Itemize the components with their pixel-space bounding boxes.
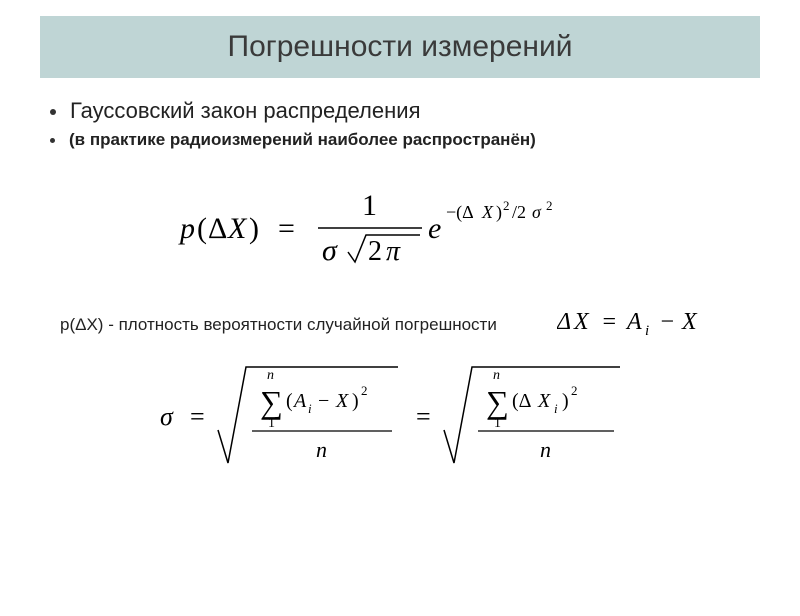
svg-text:/2: /2 [512,202,526,222]
svg-text:n: n [493,368,500,383]
bullet-text-1: Гауссовский закон распределения [70,98,421,124]
svg-text:i: i [308,401,312,416]
svg-text:i: i [645,323,649,339]
svg-text:∑: ∑ [260,384,283,420]
svg-text:σ: σ [322,234,338,267]
sigma-svg: σ = n ∑ n 1 ( A i − X ) 2 = [150,355,650,475]
svg-text:X: X [681,309,698,335]
svg-text:1: 1 [268,416,275,431]
density-row: p(ΔX) - плотность вероятности случайной … [50,305,750,345]
svg-text:σ: σ [160,402,174,431]
formula-gaussian: p ( Δ X ) = 1 σ 2 π e −(Δ X ) 2 /2 [50,180,750,280]
svg-text:σ: σ [532,202,542,222]
svg-text:X: X [481,202,494,222]
svg-text:=: = [601,309,617,335]
slide: Погрешности измерений Гауссовский закон … [0,16,800,616]
svg-text:2: 2 [503,198,510,213]
svg-text:): ) [249,212,259,245]
svg-text:n: n [540,437,551,462]
svg-text:): ) [496,202,502,223]
svg-text:(: ( [286,390,293,412]
svg-text:2: 2 [546,198,553,213]
svg-text:1: 1 [362,189,377,222]
svg-text:∑: ∑ [486,384,509,420]
svg-text:X: X [537,390,551,412]
title-bar: Погрешности измерений [40,16,760,78]
svg-text:=: = [190,402,205,431]
svg-text:1: 1 [494,416,501,431]
bullet-text-2: (в практике радиоизмерений наиболее расп… [69,130,536,150]
svg-text:2: 2 [368,236,382,267]
svg-text:−: − [318,390,329,412]
svg-text:e: e [428,212,441,245]
svg-text:2: 2 [571,383,578,398]
content-area: Гауссовский закон распределения (в практ… [0,78,800,480]
svg-text:n: n [316,437,327,462]
svg-text:−(Δ: −(Δ [446,202,474,223]
bullet-item-1: Гауссовский закон распределения [50,98,750,124]
formula-sigma: σ = n ∑ n 1 ( A i − X ) 2 = [50,355,750,480]
svg-text:Δ: Δ [208,212,227,245]
svg-text:(: ( [197,212,207,245]
svg-text:n: n [267,368,274,383]
svg-text:X: X [227,212,248,245]
svg-text:=: = [278,212,295,245]
svg-text:Δ: Δ [557,309,571,335]
svg-text:=: = [416,402,431,431]
svg-text:π: π [386,236,401,267]
gaussian-svg: p ( Δ X ) = 1 σ 2 π e −(Δ X ) 2 /2 [170,180,630,275]
bullet-icon [50,109,56,115]
svg-text:A: A [625,309,642,335]
svg-text:p: p [178,212,195,245]
svg-text:i: i [554,401,558,416]
svg-text:A: A [292,390,307,412]
svg-text:): ) [352,390,359,412]
bullet-item-2: (в практике радиоизмерений наиболее расп… [50,130,750,150]
page-title: Погрешности измерений [60,30,740,64]
svg-text:X: X [335,390,349,412]
svg-text:X: X [573,309,590,335]
svg-text:(Δ: (Δ [512,390,532,412]
svg-text:2: 2 [361,383,368,398]
formula-delta-x: Δ X = A i − X [557,305,717,345]
svg-text:−: − [659,309,675,335]
density-label: p(ΔX) - плотность вероятности случайной … [60,315,497,335]
bullet-icon [50,138,55,143]
svg-text:): ) [562,390,569,412]
